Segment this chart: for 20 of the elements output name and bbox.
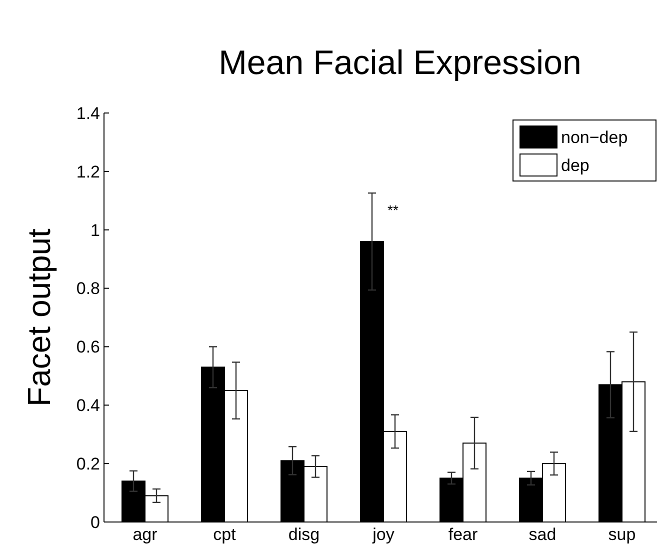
x-tick-label: agr [132,525,158,544]
x-tick-label: sad [528,525,556,544]
legend-label: dep [561,156,590,175]
y-tick-label: 0.4 [76,396,100,416]
annotation: ** [388,202,399,218]
y-tick-label: 1.4 [76,104,100,123]
y-tick-label: 0.6 [76,338,100,357]
x-tick-label: fear [448,525,478,544]
y-tick-label: 0 [90,512,100,532]
y-tick-label: 0.2 [76,454,100,474]
x-tick-label: sup [608,525,636,544]
y-tick-label: 1 [90,220,100,240]
x-tick-label: joy [372,525,395,544]
y-axis-title: Facet output [21,228,57,406]
chart-title: Mean Facial Expression [218,44,582,82]
x-tick-label: disg [288,525,320,544]
y-tick-label: 0.8 [76,279,100,298]
y-tick-label: 1.2 [76,162,100,182]
legend-label: non−dep [561,128,628,147]
x-tick-label: cpt [213,525,236,544]
